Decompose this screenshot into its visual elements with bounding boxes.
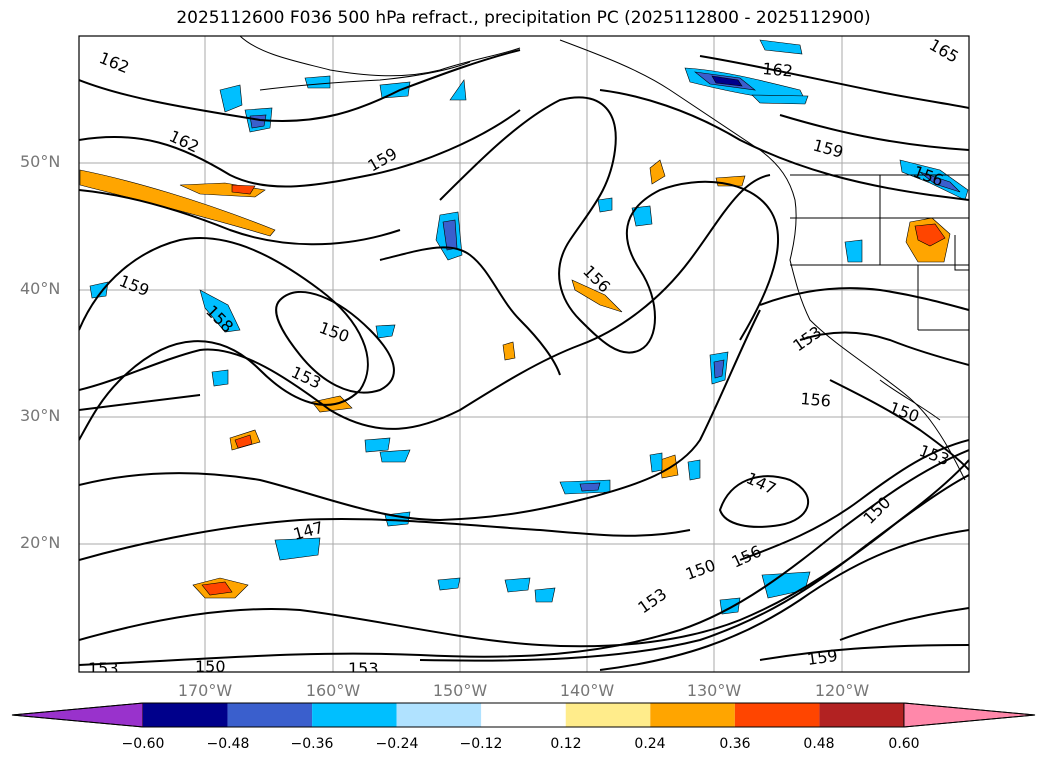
colorbar-segment <box>312 703 397 727</box>
colorbar-tick: 0.48 <box>803 736 835 752</box>
colorbar-tick: 0.12 <box>550 736 582 752</box>
lon-label-120W: 120°W <box>814 681 870 700</box>
contour-label: 153 <box>348 659 379 678</box>
map-title: 2025112600 F036 500 hPa refract., precip… <box>176 8 871 28</box>
lon-label-150W: 150°W <box>432 681 488 700</box>
colorbar-segment <box>734 703 820 727</box>
contour-label: 150 <box>887 398 922 426</box>
colorbar-segment <box>396 703 482 727</box>
contour-label: 150 <box>195 657 226 676</box>
colorbar <box>11 702 1036 728</box>
contour-label: 150 <box>683 555 718 583</box>
contour-label: 165 <box>926 35 962 67</box>
contour-label: 156 <box>800 389 832 411</box>
precip-positive <box>79 159 951 599</box>
colorbar-segment <box>565 703 651 727</box>
colorbar-tick: −0.12 <box>459 736 503 752</box>
lat-label-50N: 50°N <box>20 152 61 171</box>
precip-negative <box>89 39 969 615</box>
contour-label: 147 <box>291 518 325 544</box>
colorbar-tick: −0.24 <box>375 736 419 752</box>
lat-label-30N: 30°N <box>20 406 61 425</box>
contour-label: 153 <box>88 659 119 678</box>
colorbar-tick: 0.24 <box>634 736 666 752</box>
contour-label: 153 <box>789 322 825 355</box>
contour-label: 153 <box>634 584 670 617</box>
gridlines <box>79 36 969 672</box>
lon-label-160W: 160°W <box>305 681 361 700</box>
contour-label: 150 <box>317 318 352 346</box>
colorbar-extend-low <box>11 702 144 728</box>
contour-label: 159 <box>806 646 839 669</box>
contour-label: 156 <box>729 541 765 571</box>
contour-label: 156 <box>911 162 946 190</box>
contours <box>79 49 969 671</box>
contour-label: 159 <box>117 271 152 300</box>
contour-label: 153 <box>288 362 324 392</box>
colorbar-segment <box>481 703 566 727</box>
contour-label: 150 <box>859 493 894 528</box>
contour-label: 147 <box>743 468 779 498</box>
colorbar-segment <box>143 703 228 727</box>
contour-label: 159 <box>365 144 401 176</box>
colorbar-segment <box>819 703 904 727</box>
colorbar-outline <box>11 702 1036 728</box>
colorbar-segment <box>650 703 735 727</box>
colorbar-tick: −0.48 <box>206 736 250 752</box>
map-frame <box>78 35 970 673</box>
colorbar-segment <box>227 703 313 727</box>
lat-label-40N: 40°N <box>20 279 61 298</box>
colorbar-tick: −0.60 <box>121 736 165 752</box>
contour-label: 162 <box>762 59 794 81</box>
colorbar-tick: 0.36 <box>719 736 751 752</box>
lon-label-130W: 130°W <box>686 681 742 700</box>
colorbar-tick: 0.60 <box>888 736 920 752</box>
coastlines <box>239 36 969 481</box>
lon-label-140W: 140°W <box>559 681 615 700</box>
contour-label: 159 <box>811 136 845 162</box>
contour-label: 162 <box>97 48 132 77</box>
colorbar-extend-high <box>903 702 1036 728</box>
lon-label-170W: 170°W <box>177 681 233 700</box>
colorbar-tick: −0.36 <box>290 736 334 752</box>
lat-label-20N: 20°N <box>20 533 61 552</box>
